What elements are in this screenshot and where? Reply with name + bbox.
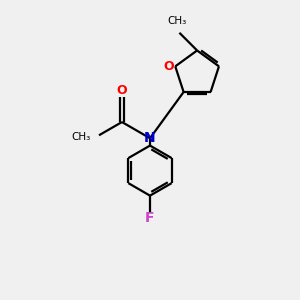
Text: N: N xyxy=(144,131,156,145)
Text: O: O xyxy=(117,84,127,97)
Text: F: F xyxy=(145,211,155,225)
Text: CH₃: CH₃ xyxy=(167,16,187,26)
Text: O: O xyxy=(164,60,174,73)
Text: CH₃: CH₃ xyxy=(71,132,90,142)
